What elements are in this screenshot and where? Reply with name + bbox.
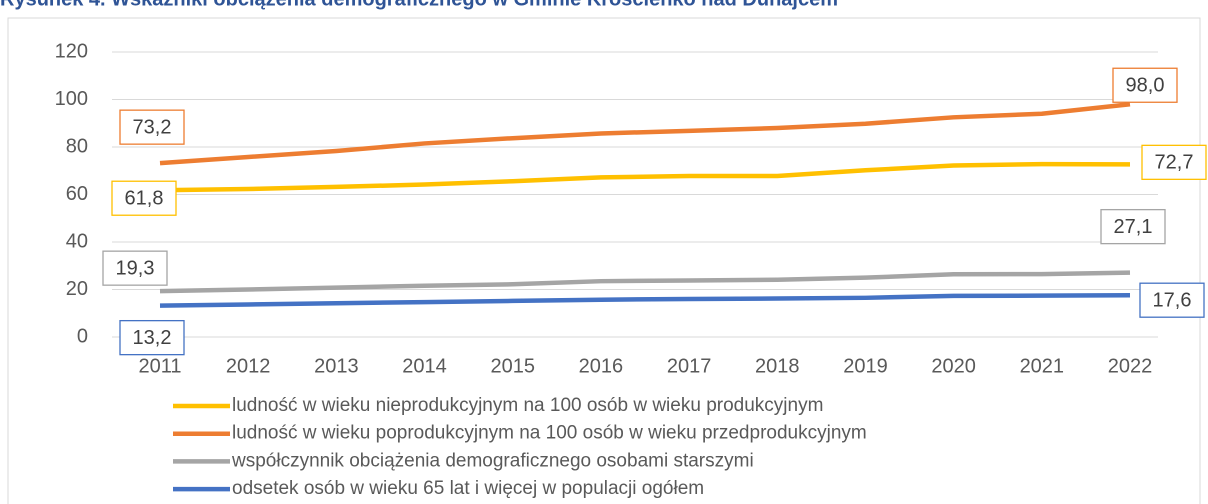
x-tick-label: 2019: [843, 355, 888, 377]
series-line: [159, 292, 1131, 308]
data-label: 73,2: [133, 116, 172, 138]
x-tick-label: 2018: [755, 355, 800, 377]
data-label: 72,7: [1155, 152, 1194, 174]
y-tick-label: 60: [66, 183, 88, 205]
legend-label: ludność w wieku poprodukcyjnym na 100 os…: [232, 423, 867, 444]
x-tick-label: 2013: [314, 355, 359, 377]
chart-frame: [7, 17, 1201, 504]
data-label-box: [1100, 208, 1166, 245]
y-tick-label: 120: [55, 40, 88, 62]
data-label-box: [1141, 144, 1207, 180]
x-tick-label: 2011: [138, 355, 181, 377]
data-label: 27,1: [1114, 216, 1153, 238]
y-tick-label: 40: [66, 230, 88, 252]
x-tick-label: 2017: [667, 355, 712, 377]
data-label-box: [111, 180, 177, 216]
chart-title: Rysunek 4. Wskaźniki obciążenia demograf…: [0, 0, 838, 10]
legend-label: odsetek osób w wieku 65 lat i więcej w p…: [232, 478, 704, 499]
data-label-box: [119, 319, 185, 356]
y-tick-label: 100: [55, 88, 88, 110]
x-tick-label: 2020: [931, 355, 976, 377]
data-label: 19,3: [116, 257, 155, 279]
data-label: 13,2: [133, 327, 172, 349]
x-tick-label: 2016: [579, 355, 624, 377]
series-line: [159, 102, 1131, 166]
x-tick-label: 2012: [226, 355, 271, 377]
y-tick-label: 80: [66, 135, 88, 157]
data-label-box: [102, 250, 168, 286]
data-label: 61,8: [125, 188, 164, 210]
data-label-box: [1112, 67, 1178, 103]
data-label: 17,6: [1153, 289, 1192, 311]
x-tick-label: 2022: [1108, 355, 1153, 377]
y-tick-label: 20: [66, 278, 88, 300]
data-label-box: [119, 109, 185, 145]
x-tick-label: 2021: [1020, 355, 1065, 377]
data-label-box: [1139, 282, 1205, 318]
x-tick-label: 2014: [402, 355, 447, 377]
data-label: 98,0: [1126, 75, 1165, 97]
y-tick-label: 0: [77, 325, 88, 347]
series-line: [159, 270, 1131, 294]
legend-label: współczynnik obciążenia demograficznego …: [231, 450, 754, 471]
legend-label: ludność w wieku nieprodukcyjnym na 100 o…: [232, 395, 823, 416]
series-line: [159, 161, 1131, 193]
x-tick-label: 2015: [490, 355, 535, 377]
